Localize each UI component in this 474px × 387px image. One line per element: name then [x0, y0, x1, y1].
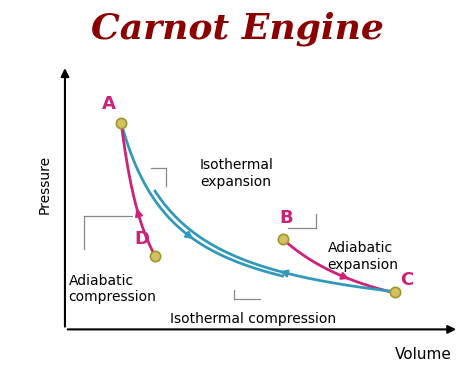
Text: B: B	[280, 209, 293, 227]
Text: C: C	[401, 271, 414, 289]
Text: Isothermal compression: Isothermal compression	[170, 312, 336, 326]
Text: D: D	[134, 230, 149, 248]
Text: Pressure: Pressure	[37, 154, 51, 214]
Text: Volume: Volume	[395, 347, 452, 362]
Text: Adiabatic
expansion: Adiabatic expansion	[328, 241, 399, 272]
Text: Isothermal
expansion: Isothermal expansion	[200, 158, 274, 188]
Point	[151, 253, 159, 259]
Point	[279, 236, 286, 242]
Point	[392, 289, 399, 295]
Text: A: A	[102, 94, 116, 113]
Text: Adiabatic
compression: Adiabatic compression	[69, 274, 156, 304]
Text: Carnot Engine: Carnot Engine	[91, 12, 383, 46]
Point	[118, 120, 125, 126]
